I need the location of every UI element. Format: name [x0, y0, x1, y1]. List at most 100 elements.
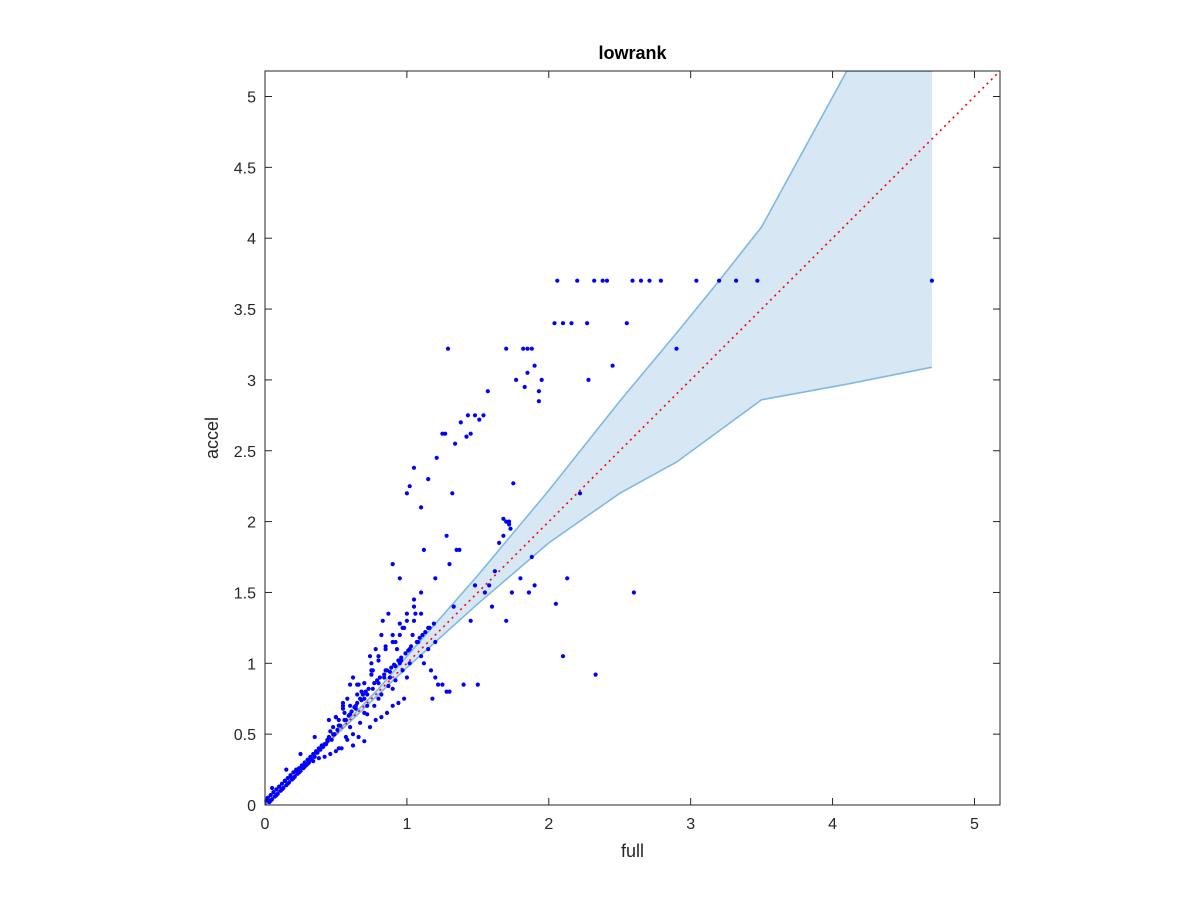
axes [264, 70, 1001, 806]
data-point [274, 787, 279, 792]
data-point [274, 793, 279, 798]
data-point [419, 590, 424, 595]
data-point [393, 678, 398, 683]
data-point [553, 601, 559, 606]
data-point [397, 632, 402, 638]
data-point [350, 675, 356, 680]
plot-frame [264, 70, 1001, 806]
data-point [399, 658, 404, 663]
data-point [525, 346, 530, 351]
data-point [509, 590, 514, 595]
data-point [389, 665, 394, 670]
data-point [647, 278, 652, 283]
data-point [328, 729, 333, 734]
data-point [529, 554, 534, 560]
data-point [586, 377, 591, 382]
confidence-band [265, 71, 933, 805]
data-point [630, 278, 635, 283]
axis-ticks: 0 1 2 3 4 5 0 0.5 1 1.5 2 2.5 3 3.5 4 4.5 5 [234, 71, 1000, 833]
data-point [585, 321, 590, 326]
data-point [386, 611, 391, 616]
data-point [631, 590, 637, 595]
data-point [326, 717, 331, 723]
data-point [331, 732, 336, 737]
data-point [532, 363, 537, 368]
data-point [348, 703, 353, 708]
data-point [560, 321, 566, 326]
chart-title: lowrank [598, 43, 667, 63]
data-point [560, 654, 566, 659]
data-point [624, 321, 629, 326]
data-point [372, 681, 377, 686]
y-tick-label: 2 [247, 515, 256, 532]
data-point [444, 689, 449, 694]
data-point [390, 562, 395, 567]
y-tick-label: 5 [247, 90, 256, 107]
data-point [404, 618, 409, 623]
data-point [390, 639, 395, 645]
data-point [485, 389, 490, 394]
x-tick-label: 0 [261, 816, 270, 833]
data-point [342, 710, 347, 716]
data-point [717, 278, 722, 283]
y-tick-label: 1 [247, 656, 256, 673]
data-point [481, 413, 486, 418]
data-point [482, 590, 487, 595]
data-point [536, 389, 542, 394]
data-point [302, 764, 307, 769]
data-point [450, 491, 455, 496]
data-point [403, 651, 408, 656]
data-point [555, 278, 560, 283]
data-point [514, 377, 519, 382]
band-upper-edge [265, 71, 932, 805]
band-fill [265, 71, 932, 805]
data-point [426, 647, 431, 652]
data-point [373, 717, 378, 723]
data-point [552, 321, 557, 326]
data-point [305, 761, 310, 767]
x-tick-label: 1 [402, 816, 411, 833]
data-point [464, 434, 469, 439]
data-point [417, 635, 422, 640]
data-point [433, 675, 438, 680]
data-point [501, 533, 506, 538]
data-point [404, 611, 409, 616]
data-point [529, 346, 534, 351]
y-tick-label: 4.5 [234, 160, 256, 177]
data-point [409, 644, 414, 649]
data-point [390, 632, 395, 638]
data-point [323, 742, 329, 747]
data-point [390, 703, 395, 708]
data-point [342, 717, 347, 723]
data-point [468, 618, 473, 623]
data-point [521, 346, 526, 351]
data-point [397, 576, 402, 581]
data-point [440, 682, 445, 687]
data-point [638, 278, 644, 283]
data-point [497, 540, 502, 546]
x-tick-label: 4 [828, 816, 837, 833]
data-point [410, 632, 415, 638]
data-point [508, 526, 513, 531]
data-point [268, 793, 273, 798]
y-tick-label: 2.5 [234, 444, 256, 461]
data-point [376, 681, 381, 686]
data-point [340, 706, 346, 711]
data-point [658, 278, 664, 283]
data-point [419, 654, 424, 659]
data-point [472, 583, 478, 588]
data-point [350, 732, 356, 737]
data-point [610, 363, 615, 368]
data-point [411, 618, 417, 623]
data-point [379, 632, 384, 638]
y-axis-label: accel [202, 417, 222, 459]
data-point [399, 655, 404, 660]
data-point [404, 491, 409, 496]
data-point [504, 618, 509, 623]
data-point [393, 664, 398, 669]
data-point [376, 658, 381, 663]
data-point [411, 604, 417, 609]
data-point [356, 734, 361, 740]
data-point [522, 384, 527, 390]
